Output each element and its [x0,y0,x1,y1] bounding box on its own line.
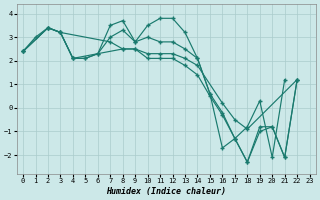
X-axis label: Humidex (Indice chaleur): Humidex (Indice chaleur) [106,187,226,196]
